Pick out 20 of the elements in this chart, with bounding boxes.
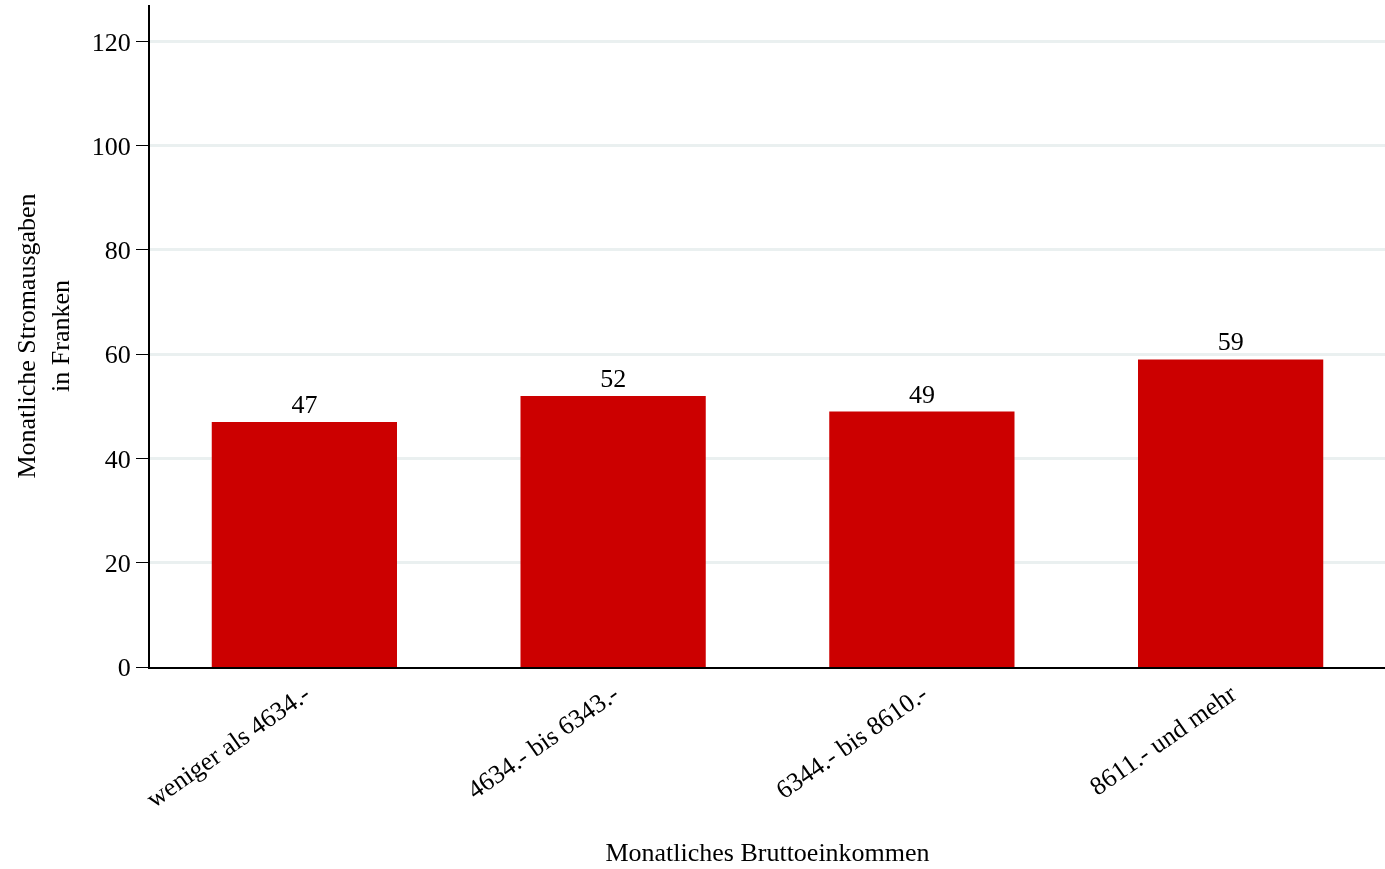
data-label: 49 [908,379,935,409]
y-tick-label: 120 [91,27,131,57]
data-label: 59 [1217,327,1244,357]
bar [211,422,397,667]
y-tick-label: 20 [104,548,131,578]
y-tick-label: 80 [104,236,131,266]
y-tick-label: 60 [104,340,131,370]
y-tick-label: 0 [117,653,131,683]
y-axis-title: Monatliche Stromausgaben in Franken [11,193,75,479]
y-tick-label: 100 [91,131,131,161]
bar [520,395,706,667]
y-tick-label: 40 [104,444,131,474]
x-tick-label: 6344.- bis 8610.- [770,679,933,805]
data-label: 47 [291,390,318,420]
data-label: 52 [600,363,627,393]
x-axis-title: Monatliches Bruttoeinkommen [605,837,930,867]
bar [1138,359,1324,667]
bar [829,411,1015,667]
x-tick-label: 8611.- und mehr [1084,678,1242,802]
x-tick-label: 4634.- bis 6343.- [461,679,625,805]
